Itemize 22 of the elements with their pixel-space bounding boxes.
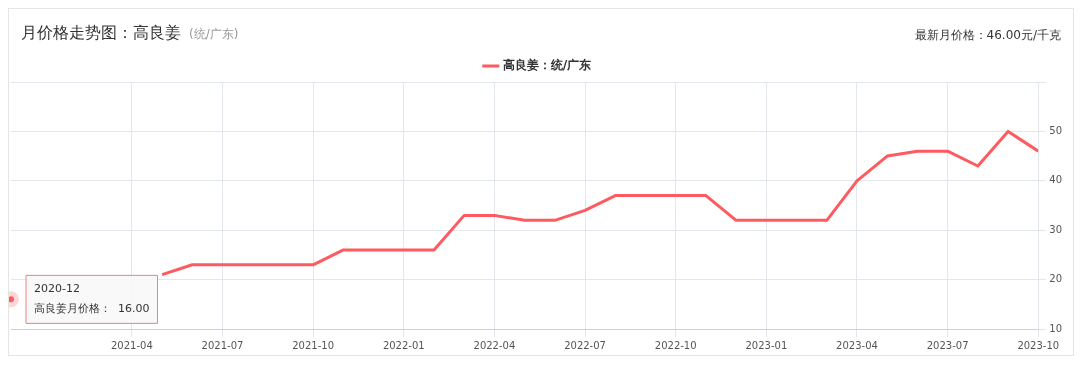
x-tick-label: 2021-07	[201, 339, 244, 351]
y-tick-label: 10	[1049, 322, 1063, 334]
x-tick-label: 2022-04	[473, 339, 516, 351]
x-tick-label: 2021-10	[292, 339, 335, 351]
legend-label: 高良姜：统/广东	[502, 58, 592, 73]
x-tick-label: 2023-10	[1017, 339, 1060, 351]
y-tick-label: 30	[1049, 223, 1063, 235]
x-tick-label: 2023-04	[836, 339, 878, 351]
x-tick-label: 2023-07	[926, 339, 969, 351]
x-tick-label: 2022-07	[564, 339, 606, 351]
y-tick-label: 50	[1049, 124, 1063, 136]
annotation: 2020-12	[34, 282, 80, 296]
annotation: 高良姜月价格： 16.00	[34, 302, 150, 316]
chart-title: 月价格走势图：高良姜	[21, 23, 181, 42]
x-tick-label: 2022-01	[382, 339, 425, 351]
y-tick-label: 20	[1049, 273, 1063, 285]
x-tick-label: 2021-04	[110, 339, 153, 351]
y-tick-label: 40	[1049, 174, 1063, 186]
text: 最新月价格：46.00元/千克	[914, 27, 1061, 42]
x-tick-label: 2023-01	[745, 339, 788, 351]
x-tick-label: 2022-10	[654, 339, 697, 351]
chart-subtitle: (统/广东)	[189, 27, 239, 41]
